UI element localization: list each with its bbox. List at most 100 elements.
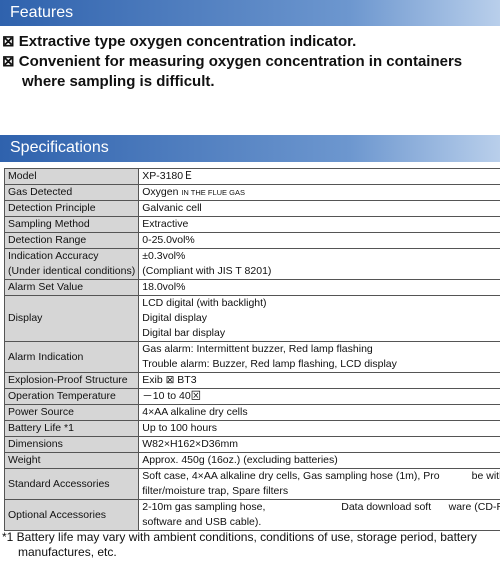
- label-line: Weight: [8, 454, 41, 466]
- spec-value: ±0.3vol% (Compliant with JIS T 8201): [138, 248, 500, 280]
- spec-row: Weight Approx. 450g (16oz.) (excluding ba…: [3, 452, 500, 469]
- value-line: filter/moisture trap, Spare filters: [142, 485, 289, 497]
- value-line: Digital display: [142, 312, 208, 324]
- spec-label: Gas Detected: [3, 184, 140, 201]
- spec-value: Extractive: [138, 216, 500, 233]
- value-line: ±0.3vol%: [142, 250, 186, 262]
- spec-label: Power Source: [3, 404, 140, 421]
- value-line: 0-25.0vol%: [142, 234, 195, 246]
- spec-row: Display LCD digital (with backlight) Digit…: [3, 295, 500, 342]
- spec-label: Detection Principle: [3, 200, 140, 217]
- spec-row: Detection Principle Galvanic cell: [3, 200, 500, 217]
- value-line: Exib ⊠ BT3: [142, 374, 197, 386]
- value-line: Approx. 450g (16oz.) (excluding batterie…: [142, 454, 338, 466]
- spec-row: Detection Range 0-25.0vol%: [3, 232, 500, 249]
- feature-item: ⊠ Extractive type oxygen concentration i…: [2, 33, 357, 50]
- spec-row: Sampling Method Extractive: [3, 216, 500, 233]
- spec-value: 2-10m gas sampling hose, Data download s…: [138, 499, 500, 531]
- value-line: XP-3180Ｅ: [142, 170, 194, 182]
- value-line: software and USB cable).: [142, 516, 262, 528]
- spec-label: Model: [3, 168, 140, 185]
- spec-row: Alarm Indication Gas alarm: Intermittent …: [3, 341, 500, 373]
- spec-value: 4×AA alkaline dry cells: [138, 404, 500, 421]
- label-line: Alarm Indication: [8, 350, 84, 363]
- spec-label: Operation Temperature: [3, 388, 140, 405]
- spec-row: Dimensions W82×H162×D36mm: [3, 436, 500, 453]
- spec-value: Up to 100 hours: [138, 420, 500, 437]
- spec-row: Power Source 4×AA alkaline dry cells: [3, 404, 500, 421]
- spec-label: Weight: [3, 452, 140, 469]
- label-line: Indication Accuracy: [8, 250, 99, 262]
- label-line: Operation Temperature: [8, 390, 116, 402]
- features-header: Features: [0, 0, 500, 26]
- spec-value: XP-3180Ｅ: [138, 168, 500, 185]
- label-line: Standard Accessories: [8, 477, 110, 490]
- label-line: Alarm Set Value: [8, 281, 84, 293]
- spec-value: Approx. 450g (16oz.) (excluding batterie…: [138, 452, 500, 469]
- value-line: 4×AA alkaline dry cells: [142, 406, 248, 418]
- spec-value: Gas alarm: Intermittent buzzer, Red lamp…: [138, 341, 500, 373]
- label-line: Battery Life *1: [8, 422, 74, 434]
- spec-label: Sampling Method: [3, 216, 140, 233]
- value-line: Extractive: [142, 218, 189, 230]
- spec-row: Model XP-3180Ｅ: [3, 168, 500, 185]
- specifications-header: Specifications: [0, 135, 500, 162]
- spec-row: Indication Accuracy (Under identical cond…: [3, 248, 500, 280]
- spec-label: Indication Accuracy (Under identical cond…: [3, 248, 140, 280]
- label-line: Dimensions: [8, 438, 63, 450]
- footnote: *1 Battery life may vary with ambient co…: [2, 530, 477, 559]
- spec-value: Galvanic cell: [138, 200, 500, 217]
- spec-table: Model XP-3180Ｅ Gas Detected Oxygen IN THE F…: [3, 168, 500, 531]
- value-line: W82×H162×D36mm: [142, 438, 238, 450]
- spec-label: Optional Accessories: [3, 499, 140, 531]
- spec-label: Display: [3, 295, 140, 342]
- feature-list: ⊠ Extractive type oxygen concentration i…: [2, 32, 498, 92]
- spec-value: Oxygen IN THE FLUE GAS: [138, 184, 500, 201]
- value-note: IN THE FLUE GAS: [181, 188, 245, 197]
- label-line: Detection Principle: [8, 202, 96, 214]
- label-line: Optional Accessories: [8, 508, 107, 521]
- spec-label: Battery Life *1: [3, 420, 140, 437]
- spec-value: Soft case, 4×AA alkaline dry cells, Gas …: [138, 468, 500, 500]
- value-line: 18.0vol%: [142, 281, 186, 293]
- spec-value: 0-25.0vol%: [138, 232, 500, 249]
- value-line: －10 to 40⊠: [142, 390, 202, 402]
- spec-row: Gas Detected Oxygen IN THE FLUE GAS: [3, 184, 500, 201]
- spec-row: Standard Accessories Soft case, 4×AA alka…: [3, 468, 500, 500]
- spec-label: Alarm Indication: [3, 341, 140, 373]
- spec-row: Alarm Set Value 18.0vol%: [3, 279, 500, 296]
- spec-row: Optional Accessories 2-10m gas sampling h…: [3, 499, 500, 531]
- value-line: Gas alarm: Intermittent buzzer, Red lamp…: [142, 343, 373, 355]
- label-line: Explosion-Proof Structure: [8, 374, 128, 386]
- spec-value: －10 to 40⊠: [138, 388, 500, 405]
- feature-item: ⊠ Convenient for measuring oxygen concen…: [2, 53, 463, 90]
- value-line: Up to 100 hours: [142, 422, 217, 434]
- spec-value: W82×H162×D36mm: [138, 436, 500, 453]
- spec-label: Dimensions: [3, 436, 140, 453]
- value-line: (Compliant with JIS T 8201): [142, 265, 272, 277]
- label-line: (Under identical conditions): [8, 265, 136, 277]
- spec-label: Standard Accessories: [3, 468, 140, 500]
- value-line: Oxygen: [142, 186, 179, 198]
- spec-label: Explosion-Proof Structure: [3, 372, 140, 389]
- value-line: Soft case, 4×AA alkaline dry cells, Gas …: [142, 470, 500, 482]
- value-line: Trouble alarm: Buzzer, Red lamp flashing…: [142, 358, 397, 370]
- spec-row: Explosion-Proof Structure Exib ⊠ BT3: [3, 372, 500, 389]
- label-line: Gas Detected: [8, 186, 73, 198]
- spec-row: Operation Temperature －10 to 40⊠: [3, 388, 500, 405]
- spec-value: Exib ⊠ BT3: [138, 372, 500, 389]
- label-line: Display: [8, 312, 43, 324]
- value-line: 2-10m gas sampling hose, Data download s…: [142, 501, 500, 513]
- value-line: LCD digital (with backlight): [142, 297, 267, 309]
- spec-label: Alarm Set Value: [3, 279, 140, 296]
- value-line: Digital bar display: [142, 327, 226, 339]
- label-line: Power Source: [8, 406, 74, 418]
- spec-row: Battery Life *1 Up to 100 hours: [3, 420, 500, 437]
- spec-value: 18.0vol%: [138, 279, 500, 296]
- label-line: Model: [8, 170, 37, 182]
- label-line: Sampling Method: [8, 218, 90, 230]
- label-line: Detection Range: [8, 234, 87, 246]
- spec-label: Detection Range: [3, 232, 140, 249]
